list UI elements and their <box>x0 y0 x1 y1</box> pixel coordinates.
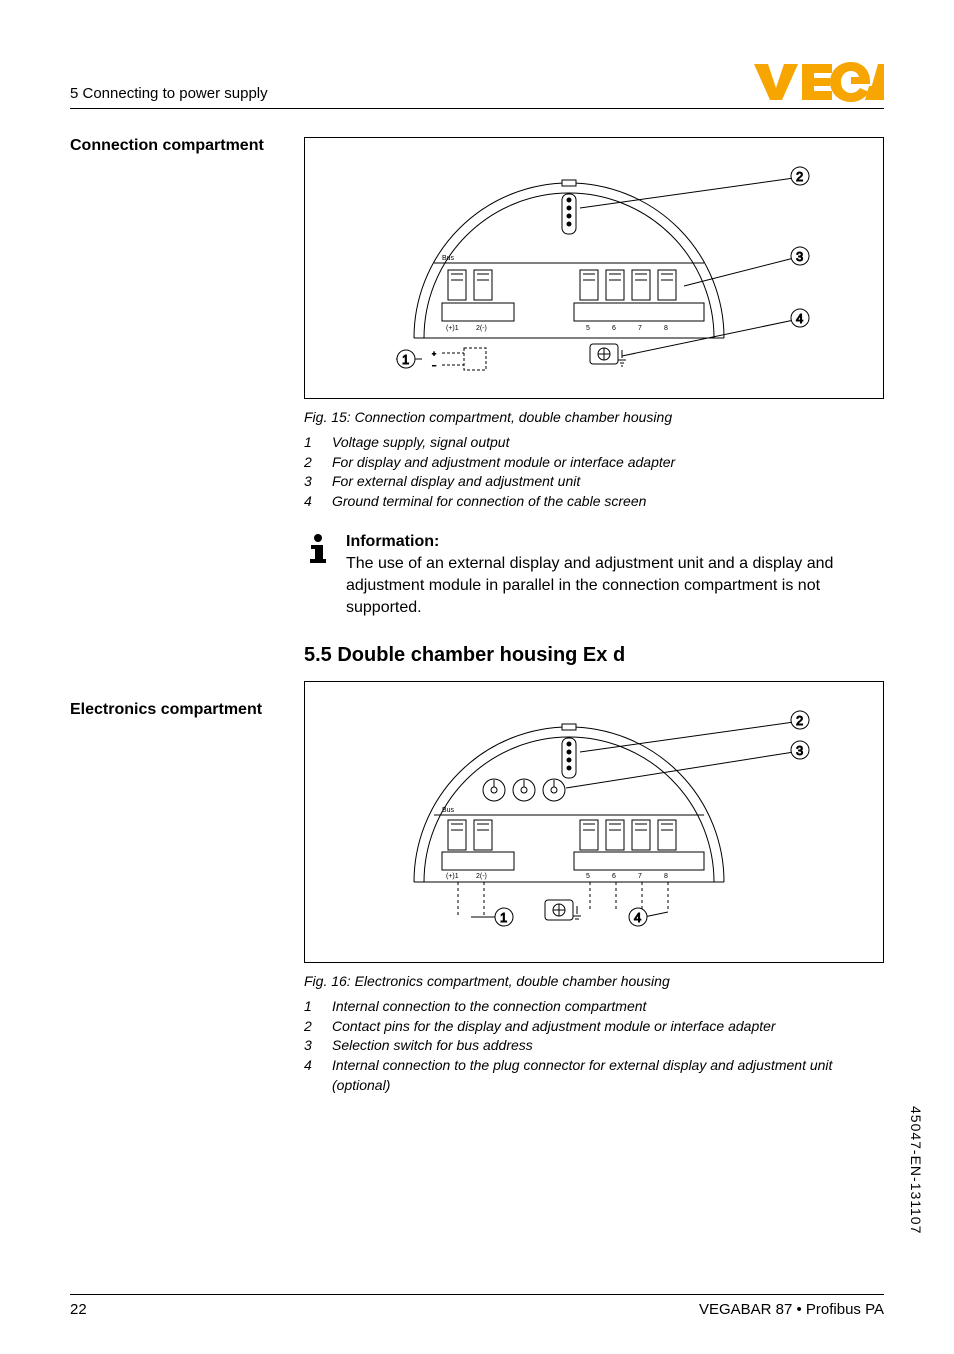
breadcrumb: 5 Connecting to power supply <box>70 85 268 102</box>
spacer <box>70 163 290 701</box>
page-header: 5 Connecting to power supply <box>70 60 884 109</box>
legend-item: 1Voltage supply, signal output <box>304 433 884 453</box>
svg-text:−: − <box>432 363 436 370</box>
section-5-5-heading: 5.5 Double chamber housing Ex d <box>304 644 884 667</box>
vega-logo <box>754 60 884 102</box>
svg-text:4: 4 <box>634 910 641 925</box>
svg-text:(+)1: (+)1 <box>446 873 459 880</box>
fig15-legend: 1Voltage supply, signal output 2For disp… <box>304 433 884 511</box>
svg-text:1: 1 <box>402 352 409 367</box>
fig15-term-7: 7 <box>638 325 642 332</box>
doc-product: VEGABAR 87 • Profibus PA <box>699 1301 884 1318</box>
fig15-term-5: 5 <box>586 325 590 332</box>
sidebar-connection-heading: Connection compartment <box>70 137 290 155</box>
page: 5 Connecting to power supply Connection … <box>0 0 954 1354</box>
doc-id-vertical: 45047-EN-131107 <box>908 1106 924 1234</box>
fig15-term-1: (+)1 <box>446 325 459 332</box>
svg-text:2(-): 2(-) <box>476 873 487 880</box>
fig15-caption: Fig. 15: Connection compartment, double … <box>304 409 884 425</box>
fig15-term-2: 2(-) <box>476 325 487 332</box>
info-body: The use of an external display and adjus… <box>346 553 884 618</box>
svg-text:6: 6 <box>612 873 616 880</box>
fig15-term-8: 8 <box>664 325 668 332</box>
svg-text:5: 5 <box>586 873 590 880</box>
svg-text:8: 8 <box>664 873 668 880</box>
svg-text:2: 2 <box>796 713 803 728</box>
figure-16: Bus (+)1 <box>304 681 884 963</box>
info-icon <box>304 533 332 618</box>
fig16-caption: Fig. 16: Electronics compartment, double… <box>304 973 884 989</box>
legend-item: 2For display and adjustment module or in… <box>304 453 884 473</box>
page-footer: 22 VEGABAR 87 • Profibus PA <box>70 1294 884 1318</box>
fig16-legend: 1Internal connection to the connection c… <box>304 997 884 1095</box>
legend-item: 3Selection switch for bus address <box>304 1036 884 1056</box>
page-number: 22 <box>70 1301 87 1318</box>
sidebar-electronics-heading: Electronics compartment <box>70 701 290 719</box>
info-heading: Information: <box>346 533 884 551</box>
svg-text:+: + <box>432 351 436 358</box>
svg-text:3: 3 <box>796 249 803 264</box>
fig15-term-6: 6 <box>612 325 616 332</box>
fig15-bus-label: Bus <box>442 255 455 262</box>
legend-item: 2Contact pins for the display and adjust… <box>304 1017 884 1037</box>
right-column: Bus <box>304 137 884 1117</box>
legend-item: 4Internal connection to the plug connect… <box>304 1056 884 1095</box>
information-block: Information: The use of an external disp… <box>304 533 884 618</box>
info-text: Information: The use of an external disp… <box>346 533 884 618</box>
legend-item: 3For external display and adjustment uni… <box>304 472 884 492</box>
svg-text:1: 1 <box>500 910 507 925</box>
svg-text:4: 4 <box>796 311 803 326</box>
left-column: Connection compartment Electronics compa… <box>70 137 290 1117</box>
svg-text:Bus: Bus <box>442 807 455 814</box>
figure-15: Bus <box>304 137 884 399</box>
svg-text:7: 7 <box>638 873 642 880</box>
legend-item: 4Ground terminal for connection of the c… <box>304 492 884 512</box>
svg-text:3: 3 <box>796 743 803 758</box>
content: Connection compartment Electronics compa… <box>70 137 884 1117</box>
legend-item: 1Internal connection to the connection c… <box>304 997 884 1017</box>
svg-text:2: 2 <box>796 169 803 184</box>
